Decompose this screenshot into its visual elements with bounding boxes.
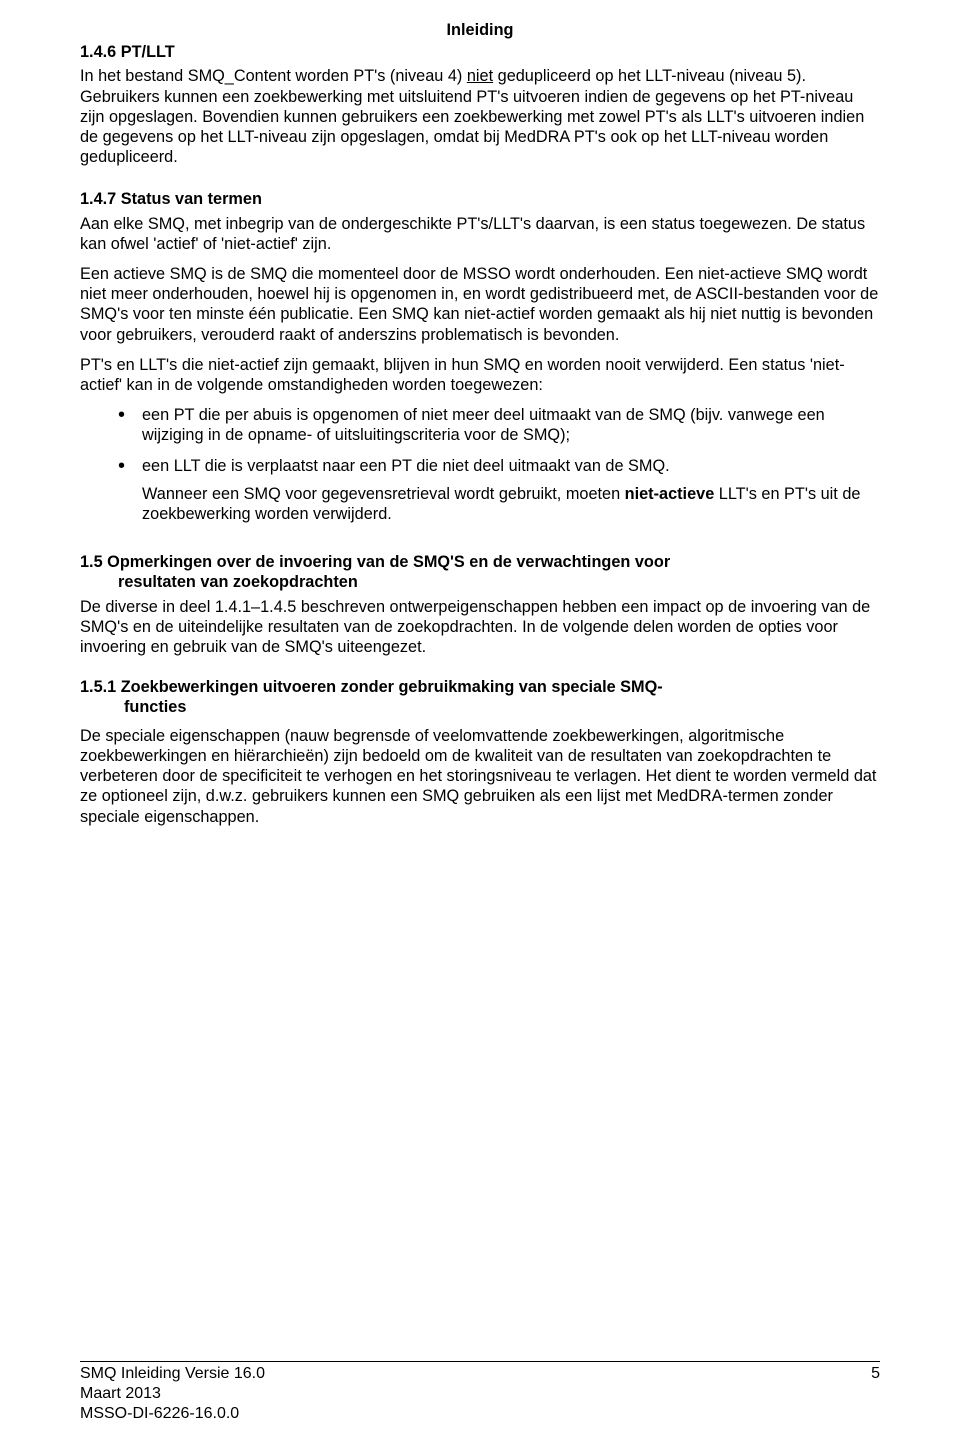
underlined-text: niet (467, 67, 493, 85)
bold-text: niet-actieve (625, 485, 715, 503)
paragraph: De diverse in deel 1.4.1–1.4.5 beschreve… (80, 597, 880, 658)
paragraph: De speciale eigenschappen (nauw begrensd… (80, 726, 880, 827)
running-head: Inleiding (80, 20, 880, 40)
heading-1-5-1-line1: 1.5.1 Zoekbewerkingen uitvoeren zonder g… (80, 677, 880, 697)
list-item: een PT die per abuis is opgenomen of nie… (118, 405, 880, 445)
paragraph: Aan elke SMQ, met inbegrip van de onderg… (80, 214, 880, 254)
list-item-text: een LLT die is verplaatst naar een PT di… (142, 457, 670, 475)
heading-1-5-line1: 1.5 Opmerkingen over de invoering van de… (80, 552, 880, 572)
text-fragment: Wanneer een SMQ voor gegevensretrieval w… (142, 485, 625, 503)
footer-left-line1: SMQ Inleiding Versie 16.0 (80, 1364, 265, 1384)
list-item-text: een PT die per abuis is opgenomen of nie… (142, 406, 825, 444)
list-item: een LLT die is verplaatst naar een PT di… (118, 456, 880, 525)
heading-1-4-7: 1.4.7 Status van termen (80, 189, 880, 209)
text-fragment: In het bestand SMQ_Content worden PT's (… (80, 67, 467, 85)
page-footer: SMQ Inleiding Versie 16.0 5 Maart 2013 M… (80, 1361, 880, 1424)
paragraph: PT's en LLT's die niet-actief zijn gemaa… (80, 355, 880, 395)
list-item-subtext: Wanneer een SMQ voor gegevensretrieval w… (142, 484, 880, 524)
paragraph: Een actieve SMQ is de SMQ die momenteel … (80, 264, 880, 345)
heading-1-4-6: 1.4.6 PT/LLT (80, 42, 880, 62)
page-number: 5 (871, 1364, 880, 1384)
footer-left-line2: Maart 2013 (80, 1384, 880, 1404)
heading-1-5-1-line2: functies (124, 697, 880, 717)
bullet-list: een PT die per abuis is opgenomen of nie… (80, 405, 880, 524)
paragraph: In het bestand SMQ_Content worden PT's (… (80, 66, 880, 167)
heading-1-5-line2: resultaten van zoekopdrachten (118, 572, 880, 592)
footer-left-line3: MSSO-DI-6226-16.0.0 (80, 1404, 880, 1424)
